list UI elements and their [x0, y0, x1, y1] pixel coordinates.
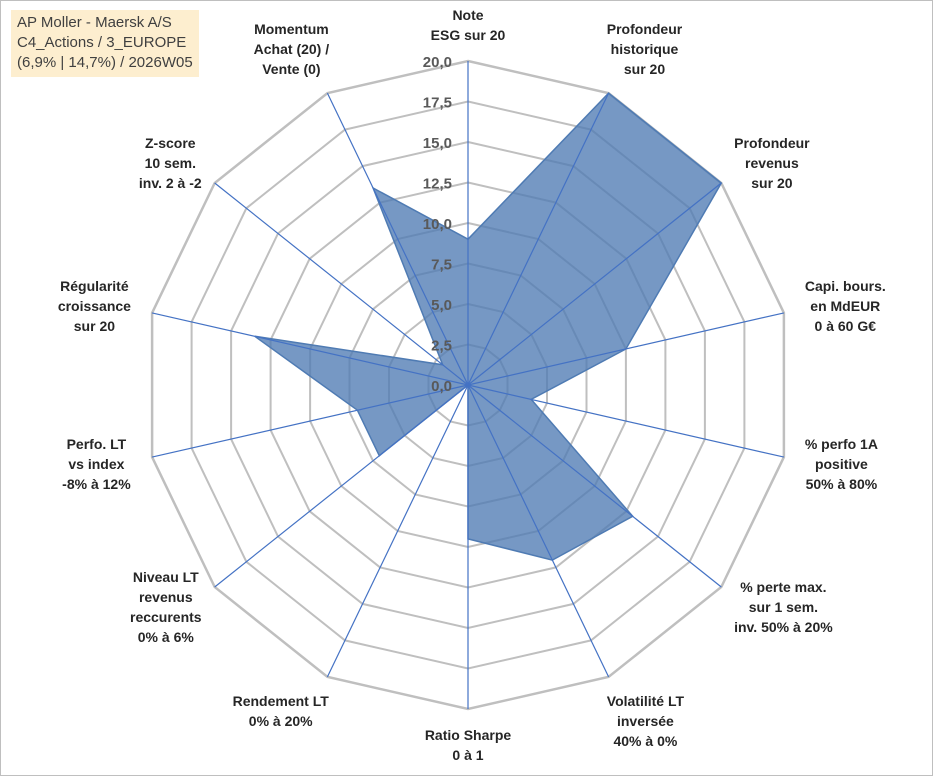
axis-label-line: Rendement LT: [233, 693, 330, 709]
tick-label: 15,0: [423, 135, 452, 152]
axis-label-line: 10 sem.: [145, 155, 196, 171]
axis-spoke: [467, 384, 610, 678]
spokes: [151, 61, 785, 709]
axis-spoke: [467, 384, 722, 588]
axis-label: Z-score 10 sem. inv. 2 à -2: [139, 135, 202, 191]
axis-label: Ratio Sharpe 0 à 1: [425, 727, 512, 763]
axis-spoke: [151, 384, 469, 458]
axis-label: Rendement LT 0% à 20%: [233, 693, 330, 729]
axis-label-line: historique: [611, 41, 679, 57]
axis-label-line: Ratio Sharpe: [425, 727, 512, 743]
axis-spoke: [214, 384, 469, 588]
axis-spoke: [214, 182, 469, 386]
axis-label-line: 0% à 6%: [138, 629, 195, 645]
tick-labels: 0,0 2,5 5,0 7,5 10,0 12,5 15,0 17,5 20,0: [423, 54, 452, 395]
axis-spoke: [151, 312, 469, 386]
axis-label-line: Z-score: [145, 135, 196, 151]
tick-label: 12,5: [423, 176, 452, 193]
tick-label: 10,0: [423, 216, 452, 233]
axis-spoke: [467, 384, 785, 458]
axis-label-line: Volatilité LT: [607, 693, 685, 709]
axis-label: Capi. bours. en MdEUR 0 à 60 G€: [805, 278, 886, 334]
tick-label: 0,0: [431, 378, 452, 395]
axis-label: Niveau LT revenus reccurents 0% à 6%: [130, 569, 202, 645]
axis-label-line: inversée: [617, 713, 674, 729]
axis-label-line: croissance: [58, 298, 131, 314]
axis-label-line: % perte max.: [740, 579, 826, 595]
axis-label-line: sur 1 sem.: [749, 599, 818, 615]
axis-label: % perte max. sur 1 sem. inv. 50% à 20%: [734, 579, 833, 635]
axis-label-line: Perfo. LT: [67, 436, 127, 452]
tick-label: 20,0: [423, 54, 452, 71]
axis-label: Note ESG sur 20: [431, 7, 506, 43]
axis-label-line: 50% à 80%: [806, 476, 878, 492]
axis-label: % perfo 1A positive 50% à 80%: [805, 436, 878, 492]
axis-spoke: [467, 92, 610, 386]
axis-label-line: positive: [815, 456, 868, 472]
axis-label-line: -8% à 12%: [62, 476, 131, 492]
axis-spoke: [326, 92, 469, 386]
axis-label-line: Vente (0): [262, 61, 320, 77]
axis-label-line: Profondeur: [607, 21, 683, 37]
axis-label-line: revenus: [745, 155, 799, 171]
tick-label: 2,5: [431, 338, 452, 355]
axis-label-line: % perfo 1A: [805, 436, 878, 452]
axis-label-line: sur 20: [751, 175, 792, 191]
series-area: [254, 92, 723, 561]
axis-label: Régularité croissance sur 20: [58, 278, 131, 334]
axis-label-line: Capi. bours.: [805, 278, 886, 294]
axis-label-line: vs index: [68, 456, 124, 472]
axis-spoke: [467, 182, 722, 386]
axis-spoke: [467, 312, 785, 386]
axis-labels: Note ESG sur 20 Profondeur historique sur 20…: [58, 7, 886, 763]
chart-title-box: AP Moller - Maersk A/S C4_Actions / 3_EU…: [11, 10, 199, 77]
axis-label-line: Profondeur: [734, 135, 810, 151]
axis-label-line: inv. 2 à -2: [139, 175, 202, 191]
axis-label-line: sur 20: [74, 318, 115, 334]
tick-label: 5,0: [431, 297, 452, 314]
axis-label-line: ESG sur 20: [431, 27, 506, 43]
axis-label: Profondeur historique sur 20: [607, 21, 683, 77]
title-line-1: AP Moller - Maersk A/S: [17, 14, 172, 31]
axis-label-line: 0 à 1: [452, 747, 483, 763]
axis-label-line: Momentum: [254, 21, 329, 37]
title-line-2: C4_Actions / 3_EUROPE: [17, 34, 187, 51]
axis-label-line: 0% à 20%: [249, 713, 313, 729]
axis-label-line: reccurents: [130, 609, 202, 625]
axis-label-line: Note: [452, 7, 483, 23]
axis-label: Profondeur revenus sur 20: [734, 135, 810, 191]
axis-label-line: Régularité: [60, 278, 129, 294]
axis-label-line: 40% à 0%: [613, 733, 677, 749]
axis-label-line: Achat (20) /: [254, 41, 330, 57]
axis-label-line: revenus: [139, 589, 193, 605]
axis-label-line: Niveau LT: [133, 569, 199, 585]
axis-spoke: [326, 384, 469, 678]
title-line-3: (6,9% | 14,7%) / 2026W05: [17, 54, 193, 71]
axis-label-line: sur 20: [624, 61, 665, 77]
axis-label-line: 0 à 60 G€: [815, 318, 877, 334]
tick-label: 7,5: [431, 257, 452, 274]
axis-label-line: inv. 50% à 20%: [734, 619, 833, 635]
axis-label: Volatilité LT inversée 40% à 0%: [607, 693, 685, 749]
series-layer: [254, 92, 723, 561]
axis-label: Perfo. LT vs index -8% à 12%: [62, 436, 131, 492]
axis-label-line: en MdEUR: [810, 298, 880, 314]
axis-label: Momentum Achat (20) / Vente (0): [254, 21, 330, 77]
tick-label: 17,5: [423, 95, 452, 112]
